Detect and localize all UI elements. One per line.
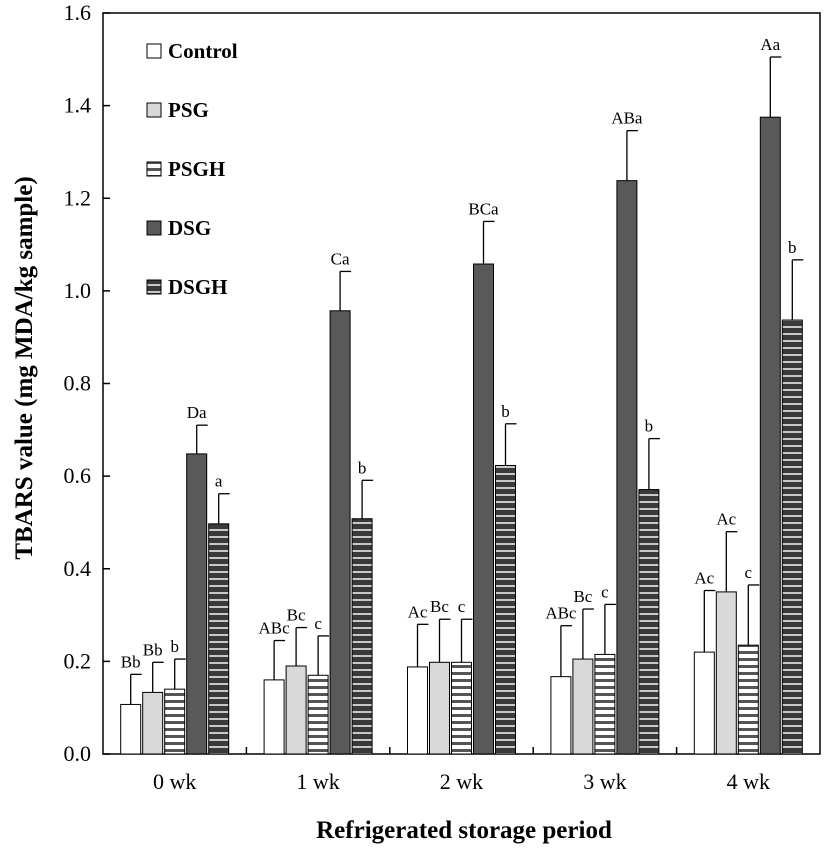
- bar-data-label: Bb: [121, 652, 141, 671]
- bar-control-4: [693, 651, 715, 755]
- bar-data-label: c: [314, 614, 322, 633]
- bar-data-label: Bb: [143, 640, 163, 659]
- y-tick-label: 0.8: [64, 371, 92, 396]
- legend-swatch-control: [146, 43, 162, 59]
- y-tick-label: 0.6: [64, 463, 92, 488]
- bar-data-label: c: [601, 582, 609, 601]
- y-tick-label: 1.6: [64, 0, 92, 25]
- bar-dsg-2: [473, 263, 494, 755]
- bar-dsgh-2: [495, 464, 516, 755]
- error-bars: [130, 56, 804, 705]
- bar-data-label: Aa: [760, 35, 780, 54]
- bar-dsg-0: [186, 453, 208, 755]
- y-axis-title: TBARS value (mg MDA/kg sample): [11, 176, 38, 559]
- bar-control-1: [263, 679, 285, 755]
- y-tick-label: 1.4: [64, 93, 92, 118]
- legend-swatch-psg: [146, 102, 162, 118]
- bar-data-label: Ac: [716, 510, 736, 529]
- bars: [120, 116, 803, 755]
- bar-psg-2: [429, 661, 450, 755]
- bar-data-label: b: [788, 238, 797, 257]
- bar-dsg-1: [329, 310, 351, 755]
- x-tick-label: 0 wk: [153, 769, 196, 794]
- bar-data-label: b: [358, 458, 367, 477]
- bar-psgh-4: [737, 644, 759, 755]
- legend-label-dsgh: DSGH: [168, 275, 228, 299]
- bar-data-label: b: [645, 417, 654, 436]
- bar-dsg-3: [616, 180, 638, 755]
- bar-dsgh-4: [781, 319, 803, 755]
- y-tick-label: 0.0: [64, 741, 92, 766]
- legend-label-psg: PSG: [168, 98, 209, 122]
- x-tick-label: 1 wk: [296, 769, 339, 794]
- bar-psgh-3: [594, 653, 616, 755]
- bar-data-label: ABc: [259, 619, 291, 638]
- bar-data-label: c: [745, 563, 753, 582]
- y-tick-label: 1.2: [64, 185, 92, 210]
- bar-control-3: [550, 676, 572, 755]
- bar-data-label: Ca: [331, 249, 350, 268]
- x-tick-label: 4 wk: [727, 769, 770, 794]
- bar-data-label: BCa: [468, 199, 499, 218]
- bar-psgh-2: [451, 661, 472, 755]
- legend-swatch-dsgh: [146, 279, 162, 295]
- bar-dsgh-1: [351, 518, 373, 755]
- bar-data-label: b: [170, 637, 179, 656]
- bar-psgh-1: [307, 674, 329, 755]
- legend-swatch-psgh: [146, 161, 162, 177]
- bar-dsgh-0: [208, 523, 230, 755]
- bar-data-label: Bc: [287, 606, 306, 625]
- bar-data-label: Bc: [573, 587, 592, 606]
- y-tick-label: 1.0: [64, 278, 92, 303]
- bar-data-label: ABa: [611, 109, 643, 128]
- x-tick-label: 2 wk: [440, 769, 483, 794]
- legend: Control PSG PSGH DSG DSGH: [146, 39, 238, 299]
- x-tick-label: 3 wk: [583, 769, 626, 794]
- bar-data-label: Ac: [694, 569, 714, 588]
- bar-psg-0: [142, 691, 164, 755]
- bar-psg-4: [715, 591, 737, 755]
- bar-control-0: [120, 703, 142, 755]
- x-axis-title: Refrigerated storage period: [316, 817, 612, 844]
- bar-data-label: Ac: [408, 602, 428, 621]
- axes: 0.0 0.2 0.4 0.6 0.8 1.0 1.2 1.4 1.6 0 wk 1 wk 2 wk 3…: [64, 0, 821, 794]
- bar-dsg-4: [759, 116, 781, 755]
- y-tick-label: 0.2: [64, 648, 92, 673]
- bar-dsgh-3: [638, 489, 660, 755]
- legend-label-psgh: PSGH: [168, 157, 225, 181]
- bar-control-2: [407, 666, 428, 755]
- bar-data-label: c: [458, 597, 466, 616]
- bar-data-label: ABc: [545, 604, 577, 623]
- y-tick-label: 0.4: [64, 556, 92, 581]
- legend-label-control: Control: [168, 39, 238, 63]
- legend-label-dsg: DSG: [168, 216, 211, 240]
- bar-psg-1: [285, 665, 307, 755]
- bar-psg-3: [572, 658, 594, 755]
- bar-data-label: Bc: [430, 597, 449, 616]
- bar-data-label: b: [501, 402, 510, 421]
- legend-swatch-dsg: [146, 220, 162, 236]
- bar-psgh-0: [164, 688, 186, 755]
- bar-data-label: Da: [187, 403, 207, 422]
- bar-data-label: a: [215, 472, 223, 491]
